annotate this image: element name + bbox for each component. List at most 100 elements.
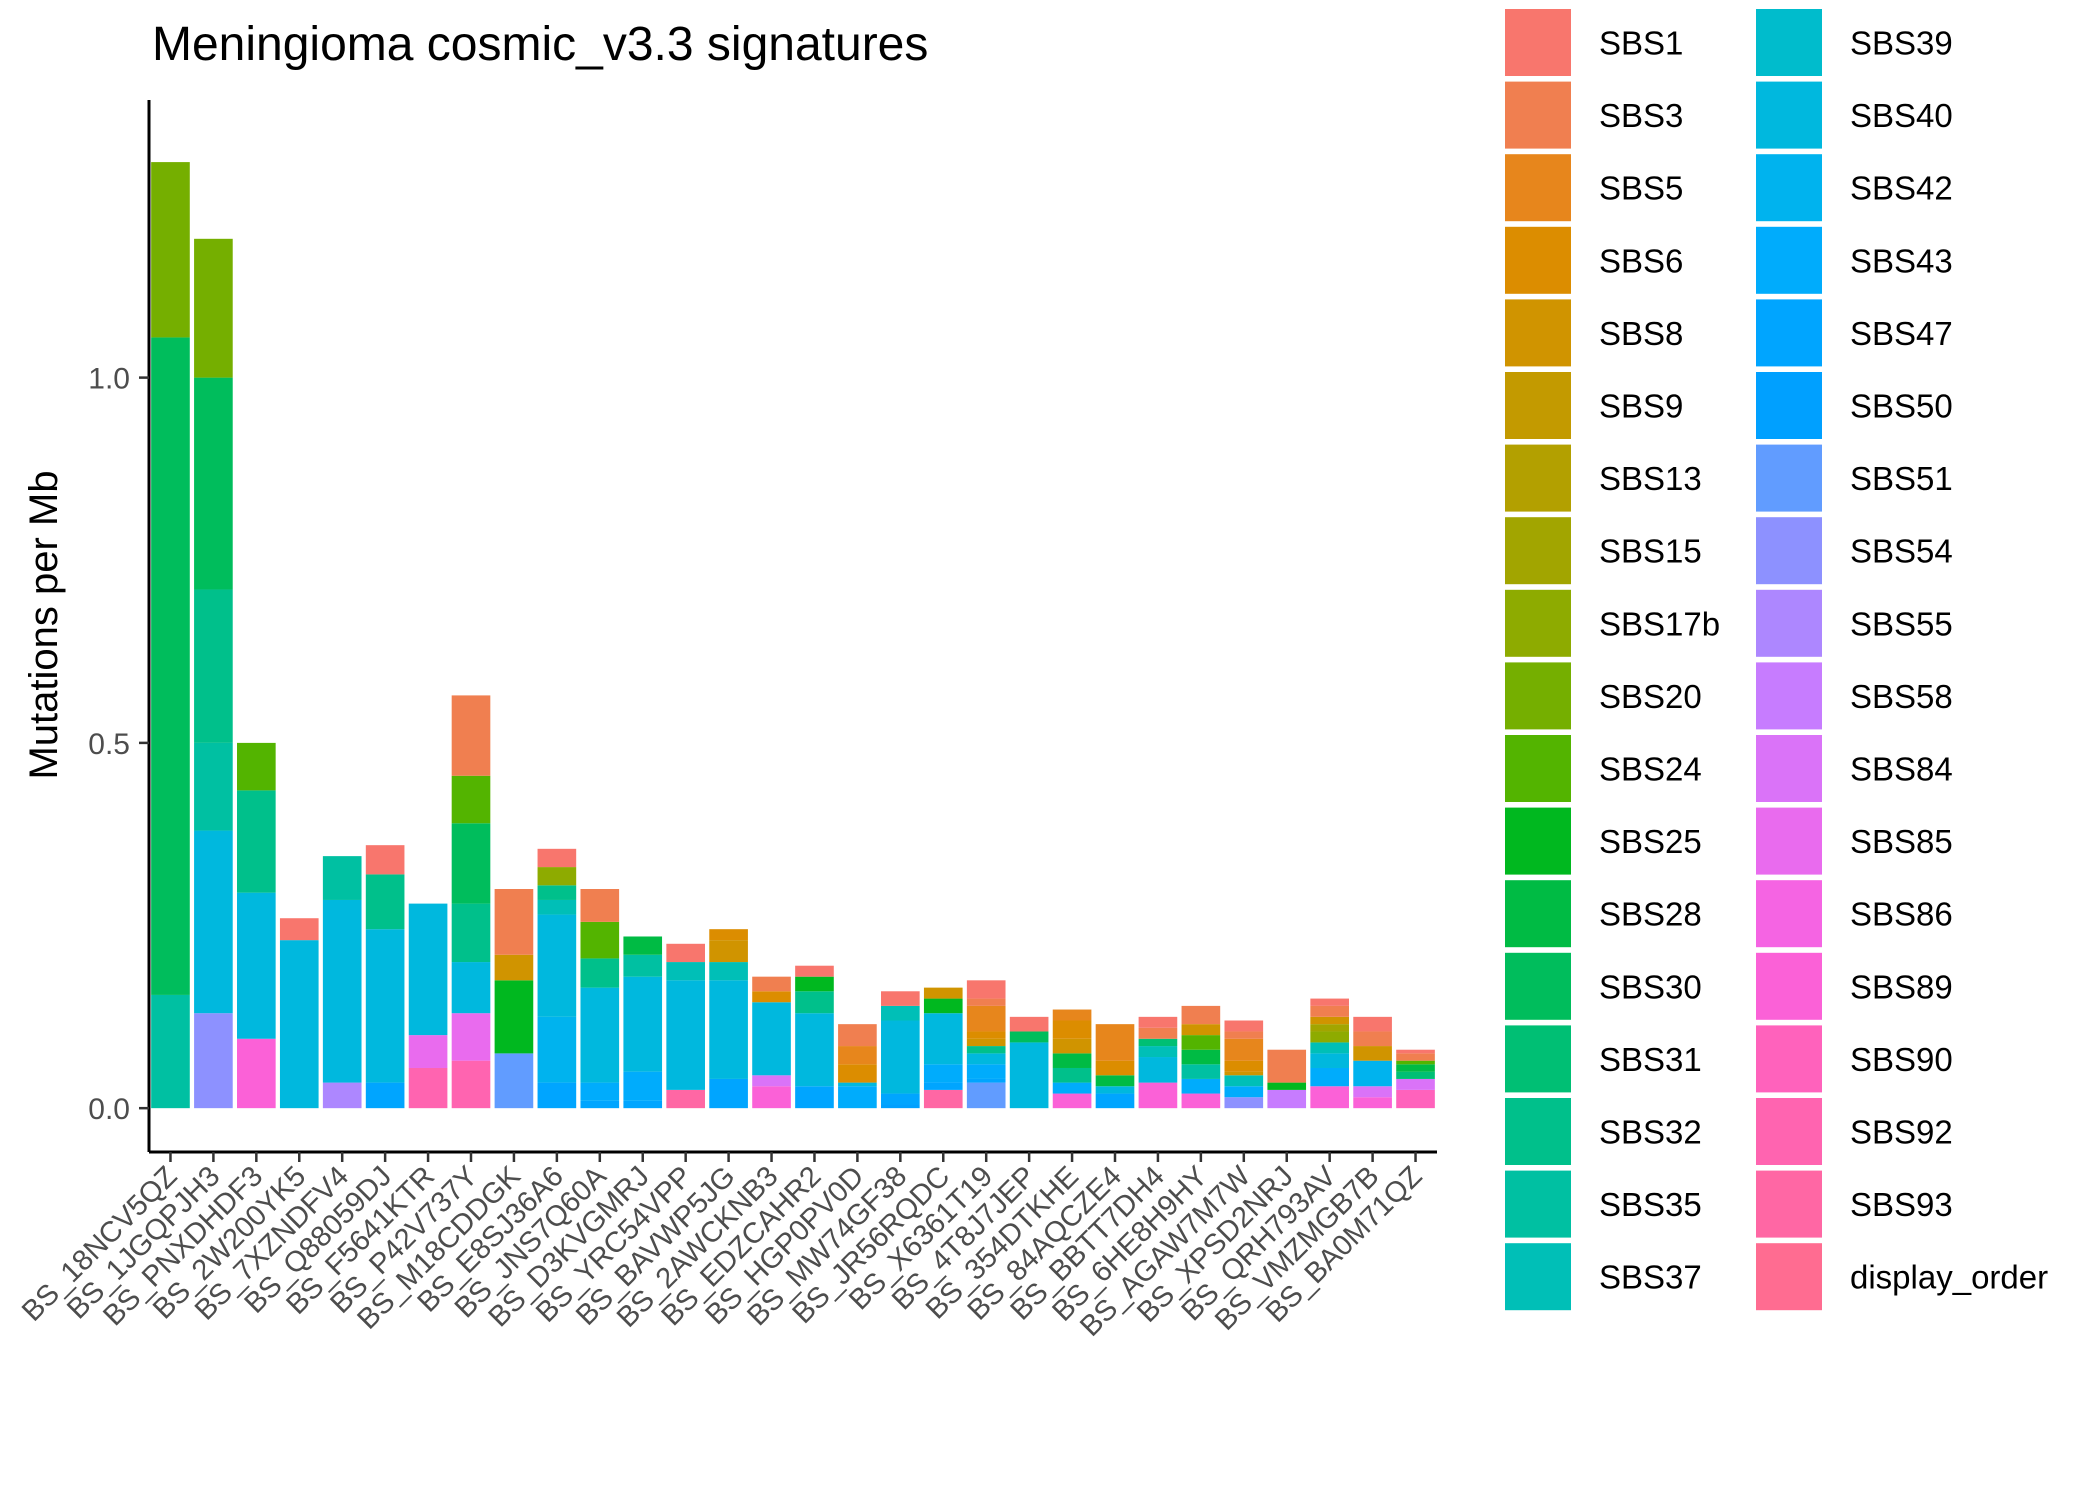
- legend-swatch: [1505, 154, 1571, 222]
- bar-segment-sbs84-15: [752, 1075, 791, 1087]
- bar-segment-sbs40-23: [1095, 1086, 1135, 1094]
- legend-label: SBS6: [1599, 242, 1683, 279]
- legend-label: SBS85: [1850, 823, 1953, 860]
- legend-item-sbs86: SBS86: [1756, 880, 1953, 948]
- legend-label: SBS25: [1599, 823, 1702, 860]
- legend-swatch: [1505, 952, 1571, 1020]
- bar-segment-sbs47-10: [537, 1082, 577, 1109]
- bar-segment-sbs47-12: [623, 1100, 663, 1109]
- y-tick-label: 0.0: [88, 1093, 130, 1126]
- chart-title: Meningioma cosmic_v3.3 signatures: [152, 18, 928, 71]
- bar-segment-sbs25-9: [494, 980, 534, 1054]
- legend-swatch: [1756, 81, 1822, 149]
- bar-segment-sbs89-15: [752, 1086, 791, 1109]
- legend-item-sbs84: SBS84: [1756, 735, 1953, 802]
- bar-segment-sbs20-1: [151, 162, 190, 338]
- legend-swatch: [1756, 226, 1822, 294]
- bar-segment-sbs32-8: [451, 903, 491, 963]
- bar-segment-sbs1-20: [966, 980, 1006, 999]
- legend-item-sbs54: SBS54: [1756, 517, 1953, 585]
- bar-segment-sbs15-28: [1310, 1024, 1349, 1032]
- bar-segment-sbs55-5: [322, 1082, 362, 1109]
- legend-swatch: [1756, 589, 1822, 657]
- bar-segment-sbs43-26: [1224, 1086, 1264, 1098]
- bar-segment-sbs1-21: [1009, 1016, 1049, 1032]
- bar-segment-sbs3-27: [1267, 1049, 1307, 1083]
- bar-segment-sbs37-18: [881, 1005, 920, 1021]
- legend-label: SBS35: [1599, 1186, 1702, 1223]
- legend-swatch: [1756, 299, 1822, 367]
- bar-segment-sbs85-8: [451, 1013, 491, 1061]
- legend-item-sbs50: SBS50: [1756, 372, 1953, 439]
- bar-segment-sbs5-26: [1224, 1038, 1264, 1061]
- bar-segment-sbs40-20: [966, 1053, 1006, 1065]
- bar-segment-sbs40-4: [279, 940, 319, 1109]
- bar-segment-sbs6-14: [709, 929, 748, 941]
- bar-segment-sbs89-24: [1138, 1082, 1178, 1109]
- y-axis-label: Mutations per Mb: [22, 470, 66, 779]
- bar-segment-sbs1-16: [795, 965, 834, 977]
- bar-segment-sbs51-9: [494, 1053, 534, 1109]
- bar-segment-sbs40-7: [408, 903, 448, 1036]
- legend-swatch: [1505, 1025, 1571, 1093]
- bar-segment-sbs17b-10: [537, 867, 577, 886]
- bar-segment-sbs58-27: [1267, 1089, 1307, 1109]
- legend-item-sbs25: SBS25: [1505, 807, 1702, 875]
- bar-segment-sbs32-6: [365, 874, 405, 930]
- bar-segment-sbs47-20: [966, 1078, 1006, 1083]
- legend-item-sbs85: SBS85: [1756, 807, 1953, 875]
- bar-segment-sbs40-24: [1138, 1057, 1178, 1083]
- bar-segment-sbs40-10: [537, 914, 577, 1017]
- bar-segment-sbs54-2: [194, 1013, 233, 1109]
- legend-swatch: [1505, 662, 1571, 730]
- y-tick-label: 1.0: [88, 363, 130, 396]
- bar-segment-sbs5-20: [966, 1005, 1006, 1032]
- legend-item-sbs6: SBS6: [1505, 226, 1683, 294]
- legend-item-sbs30: SBS30: [1505, 952, 1702, 1020]
- legend-item-sbs40: SBS40: [1756, 81, 1953, 149]
- bar-segment-sbs35-5: [322, 856, 362, 900]
- legend-item-sbs39: SBS39: [1756, 9, 1953, 76]
- legend-label: SBS58: [1850, 678, 1953, 715]
- legend-item-sbs92: SBS92: [1756, 1098, 1953, 1165]
- bar-segment-sbs40-13: [666, 980, 705, 1090]
- legend-swatch: [1505, 1098, 1571, 1165]
- bar-segment-sbs93-19: [923, 1089, 963, 1109]
- bar-segment-sbs35-25: [1181, 1064, 1221, 1079]
- bar-segment-sbs37-14: [709, 962, 748, 981]
- bar-segment-sbs37-24: [1138, 1046, 1178, 1058]
- legend-label: SBS55: [1850, 605, 1953, 642]
- bar-segment-sbs43-25: [1181, 1078, 1221, 1094]
- legend-label: SBS90: [1850, 1041, 1953, 1078]
- bar-segment-sbs5-23: [1095, 1024, 1135, 1061]
- bar-segment-sbs89-3: [237, 1038, 276, 1109]
- legend-item-sbs9: SBS9: [1505, 372, 1683, 439]
- y-tick-label: 0.5: [88, 728, 130, 761]
- legend-item-sbs8: SBS8: [1505, 299, 1683, 367]
- bar-segment-sbs37-26: [1224, 1075, 1264, 1087]
- legend-swatch: [1505, 1170, 1571, 1238]
- legend-label: SBS3: [1599, 97, 1683, 134]
- bar-segment-sbs32-11: [580, 958, 620, 988]
- legend-item-sbs47: SBS47: [1756, 299, 1953, 367]
- legend-label: SBS30: [1599, 968, 1702, 1005]
- bar-segment-sbs32-10: [537, 885, 577, 900]
- legend-label: SBS32: [1599, 1114, 1702, 1151]
- bar-segment-sbs8-20: [966, 1038, 1006, 1047]
- bar-segment-sbs42-29: [1353, 1060, 1392, 1087]
- bar-segment-sbs1-18: [881, 991, 920, 1006]
- legend-label: SBS8: [1599, 315, 1683, 352]
- bar-segment-sbs6-26: [1224, 1060, 1264, 1072]
- bar-segment-sbs40-28: [1310, 1053, 1349, 1068]
- bar-segment-sbs35-12: [623, 954, 663, 977]
- bar-segment-sbs92-7: [408, 1067, 448, 1109]
- bar-segment-sbs40-5: [322, 899, 362, 1083]
- bar-segment-sbs43-20: [966, 1064, 1006, 1079]
- legend-item-sbs24: SBS24: [1505, 735, 1702, 802]
- bar-segment-sbs3-30: [1396, 1053, 1435, 1061]
- bar-segment-sbs47-11: [580, 1100, 620, 1109]
- bar-segment-sbs43-12: [623, 1071, 663, 1101]
- legend-item-sbs20: SBS20: [1505, 662, 1702, 730]
- bar-segment-sbs32-2: [194, 589, 233, 743]
